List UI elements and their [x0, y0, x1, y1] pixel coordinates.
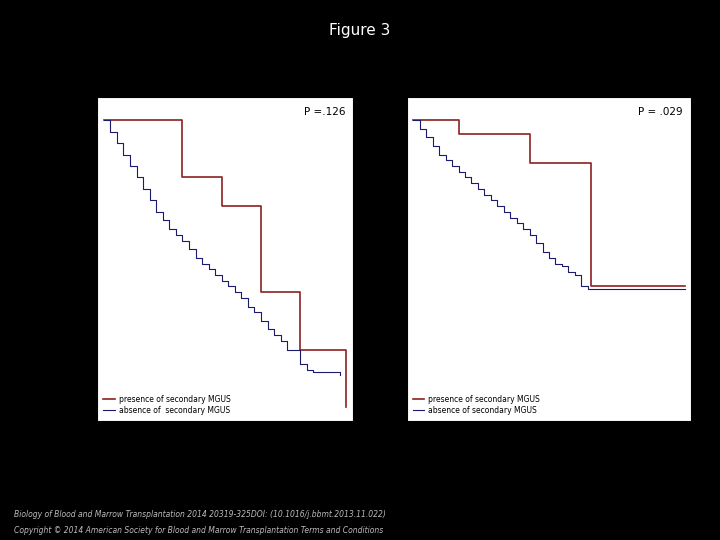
X-axis label: Overall Survival, months: Overall Survival, months — [485, 443, 613, 454]
Y-axis label: Cumulative Proportion Survival,%: Cumulative Proportion Survival,% — [50, 177, 60, 341]
Legend: presence of secondary MGUS, absence of  secondary MGUS: presence of secondary MGUS, absence of s… — [101, 393, 233, 417]
Text: A: A — [54, 66, 67, 84]
Text: P = .029: P = .029 — [638, 107, 683, 117]
X-axis label: Progression Free Survival, months: Progression Free Survival, months — [136, 443, 314, 454]
Text: B: B — [359, 66, 371, 84]
Text: Biology of Blood and Marrow Transplantation 2014 20319-325DOI: (10.1016/j.bbmt.2: Biology of Blood and Marrow Transplantat… — [14, 510, 386, 519]
Y-axis label: Cumulative Proportion Survival,%: Cumulative Proportion Survival,% — [359, 177, 369, 341]
Text: Copyright © 2014 American Society for Blood and Marrow Transplantation Terms and: Copyright © 2014 American Society for Bl… — [14, 525, 384, 535]
Text: P =.126: P =.126 — [304, 107, 345, 117]
Text: Figure 3: Figure 3 — [329, 23, 391, 38]
Legend: presence of secondary MGUS, absence of secondary MGUS: presence of secondary MGUS, absence of s… — [410, 393, 542, 417]
